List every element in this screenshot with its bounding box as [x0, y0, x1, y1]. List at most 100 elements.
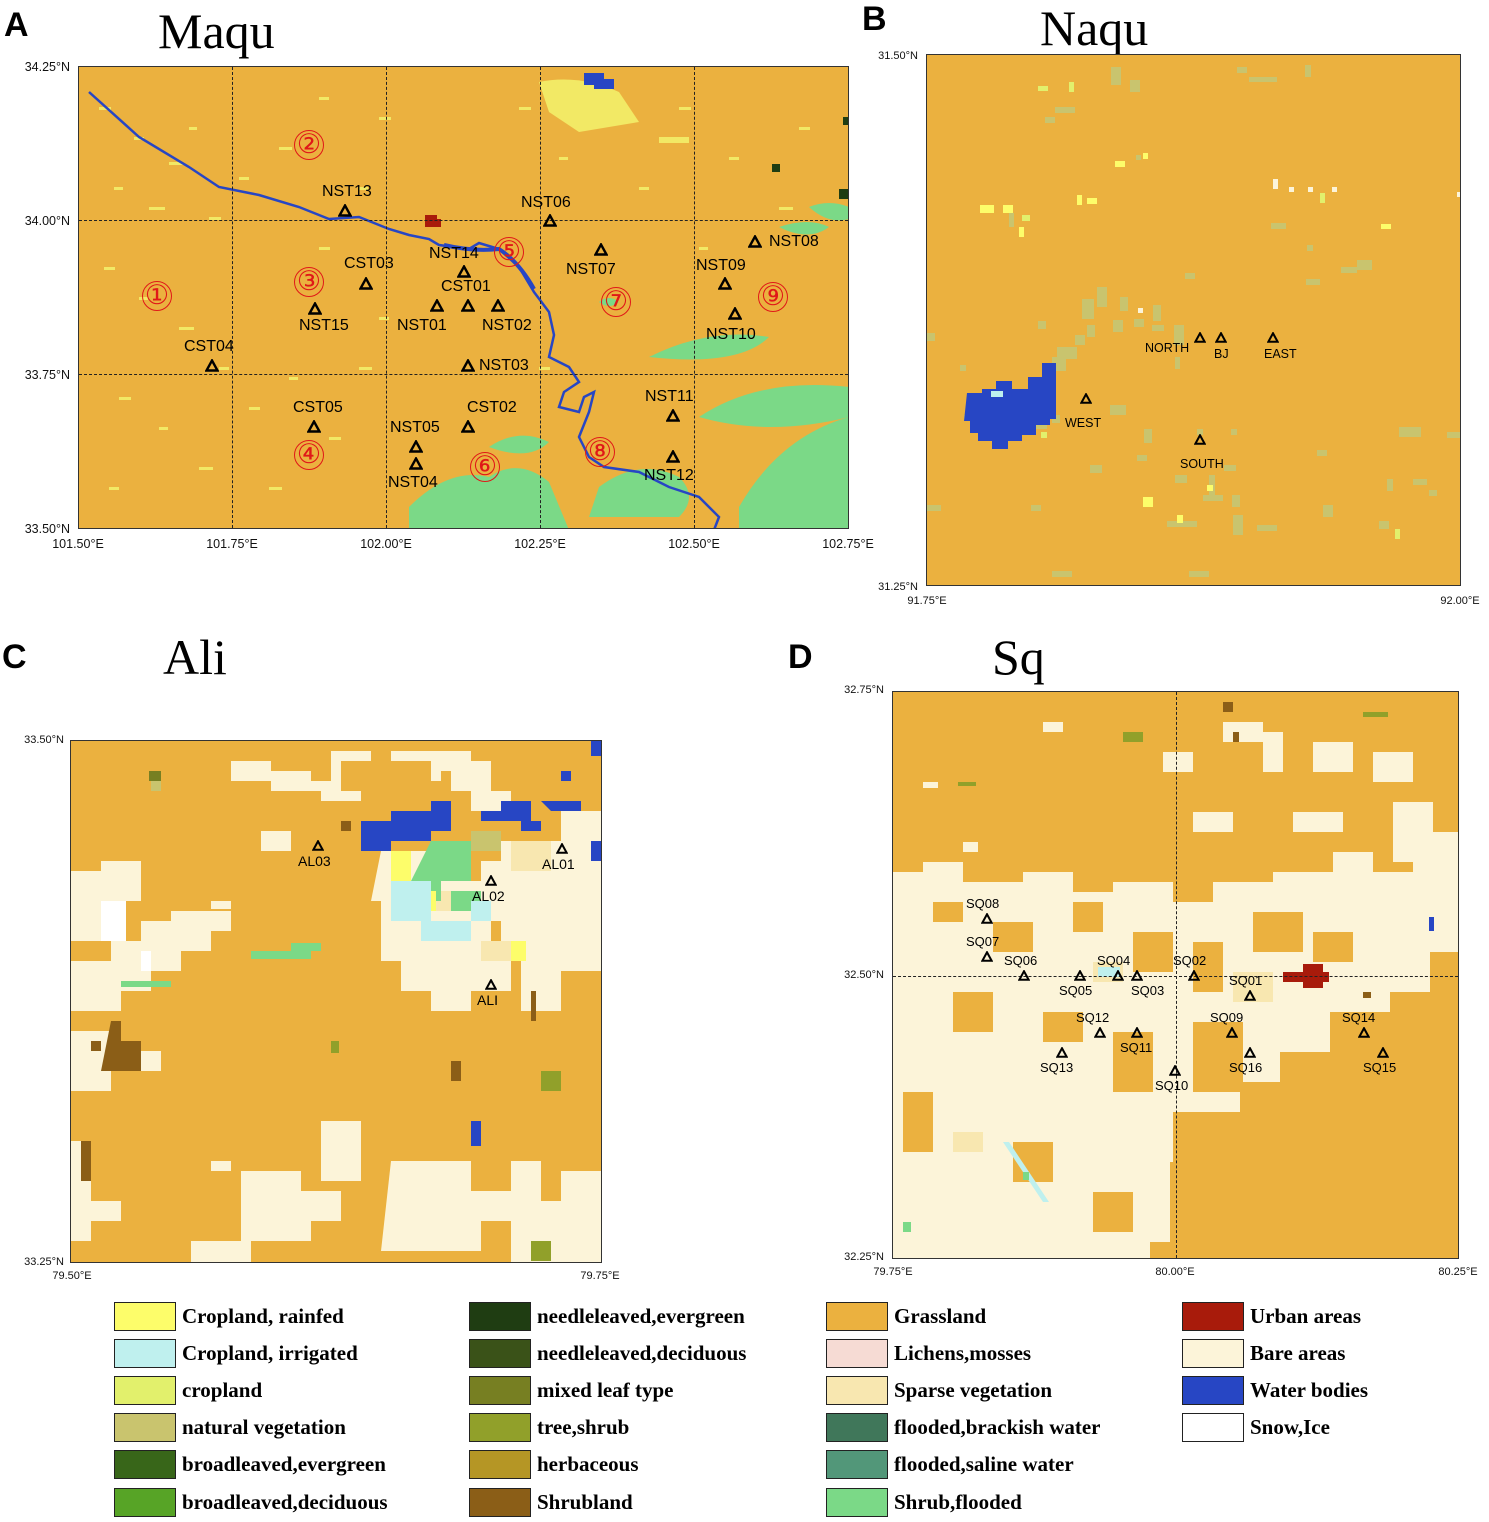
legend-item: herbaceous — [469, 1449, 639, 1479]
legend-label: flooded,brackish water — [894, 1414, 1101, 1439]
legend-label: Grassland — [894, 1303, 987, 1328]
triangle-marker-icon — [1215, 332, 1227, 343]
triangle-marker-icon — [461, 299, 475, 312]
legend-label: Bare areas — [1250, 1340, 1346, 1365]
maqu-lat-tick: 33.50°N — [24, 522, 70, 536]
maqu-lon-tick: 102.75°E — [822, 537, 874, 551]
station-label: CST03 — [344, 255, 394, 272]
triangle-marker-icon — [1194, 332, 1206, 343]
zone-7-marker: ⑦ — [601, 287, 631, 317]
station-label: EAST — [1264, 347, 1297, 361]
maqu-lat-tick: 33.75°N — [24, 368, 70, 382]
legend-item: Urban areas — [1182, 1301, 1361, 1331]
legend-item: Shrub,flooded — [826, 1487, 1022, 1517]
triangle-marker-icon — [205, 359, 219, 372]
station-label: NORTH — [1145, 341, 1190, 355]
legend-label: needleleaved,evergreen — [537, 1303, 745, 1328]
triangle-marker-icon — [666, 450, 680, 463]
station-label: SQ03 — [1131, 983, 1165, 998]
legend-swatch — [114, 1412, 176, 1442]
legend-item: Cropland, rainfed — [114, 1301, 344, 1331]
zone-2-marker: ② — [294, 130, 324, 160]
station-label: SQ15 — [1363, 1060, 1397, 1075]
legend-swatch — [826, 1487, 888, 1517]
triangle-marker-icon — [981, 951, 993, 962]
station-label: SQ09 — [1210, 1010, 1244, 1025]
legend-item: Cropland, irrigated — [114, 1338, 358, 1368]
station-label: BJ — [1214, 347, 1229, 361]
legend-label: Snow,Ice — [1250, 1414, 1330, 1439]
naqu-map[interactable] — [926, 54, 1461, 586]
legend-swatch — [469, 1487, 531, 1517]
zone-9-marker: ⑨ — [758, 282, 788, 312]
station-label: CST05 — [293, 399, 343, 416]
legend-label: mixed leaf type — [537, 1377, 674, 1402]
station-label: NST14 — [429, 245, 479, 262]
station-label: SQ06 — [1004, 953, 1038, 968]
legend-item: Bare areas — [1182, 1338, 1345, 1368]
ali-lon-tick: 79.75°E — [580, 1270, 620, 1282]
triangle-marker-icon — [491, 299, 505, 312]
triangle-marker-icon — [307, 420, 321, 433]
legend-label: tree,shrub — [537, 1414, 630, 1439]
legend-swatch — [826, 1338, 888, 1368]
station-label: NST05 — [390, 419, 440, 436]
legend-item: Sparse vegetation — [826, 1375, 1052, 1405]
station-label: NST11 — [645, 388, 694, 405]
station-label: SQ01 — [1229, 973, 1263, 988]
station-label: NST07 — [566, 261, 616, 278]
sq-map[interactable] — [892, 691, 1459, 1259]
panel-c-letter: C — [2, 638, 27, 676]
legend-label: Water bodies — [1250, 1377, 1369, 1402]
legend-item: cropland — [114, 1375, 262, 1405]
naqu-lat-tick: 31.50°N — [878, 50, 918, 62]
maqu-lon-tick: 102.00°E — [360, 537, 412, 551]
legend-swatch — [826, 1301, 888, 1331]
legend-item: flooded,saline water — [826, 1449, 1074, 1479]
maqu-map[interactable] — [78, 66, 849, 529]
station-label: SQ11 — [1120, 1040, 1153, 1055]
grid-line — [386, 67, 387, 528]
triangle-marker-icon — [728, 307, 742, 320]
panel-a-letter: A — [4, 6, 29, 44]
triangle-marker-icon — [666, 409, 680, 422]
ali-map[interactable] — [70, 740, 602, 1263]
triangle-marker-icon — [485, 875, 497, 886]
legend-label: needleleaved,deciduous — [537, 1340, 747, 1365]
zone-5-marker: ⑤ — [494, 237, 524, 267]
panel-b-title: Naqu — [1040, 0, 1149, 56]
station-label: SQ07 — [966, 934, 1000, 949]
zone-4-marker: ④ — [294, 440, 324, 470]
legend-swatch — [469, 1412, 531, 1442]
station-label: SQ04 — [1097, 953, 1131, 968]
triangle-marker-icon — [409, 440, 423, 453]
station-label: SOUTH — [1180, 457, 1224, 471]
legend-item: Snow,Ice — [1182, 1412, 1330, 1442]
naqu-lat-tick: 31.25°N — [878, 581, 918, 593]
triangle-marker-icon — [1377, 1047, 1389, 1058]
legend-item: mixed leaf type — [469, 1375, 673, 1405]
legend-label: Cropland, rainfed — [182, 1303, 344, 1328]
legend-item: needleleaved,evergreen — [469, 1301, 745, 1331]
triangle-marker-icon — [457, 265, 471, 278]
maqu-landcover — [88, 73, 848, 528]
legend-swatch — [114, 1375, 176, 1405]
zone-6-marker: ⑥ — [470, 452, 500, 482]
station-label: CST02 — [467, 399, 517, 416]
station-label: NST08 — [769, 233, 819, 250]
station-label: SQ10 — [1155, 1078, 1189, 1093]
legend-item: flooded,brackish water — [826, 1412, 1101, 1442]
sq-lat-tick: 32.50°N — [844, 969, 884, 981]
station-label: SQ16 — [1229, 1060, 1263, 1075]
triangle-marker-icon — [461, 359, 475, 372]
legend-item: Lichens,mosses — [826, 1338, 1031, 1368]
legend-label: Shrub,flooded — [894, 1489, 1022, 1514]
legend-swatch — [469, 1338, 531, 1368]
station-label: WEST — [1065, 416, 1102, 430]
legend-item: natural vegetation — [114, 1412, 346, 1442]
station-label: AL02 — [472, 888, 505, 904]
sq-lat-tick: 32.25°N — [844, 1251, 884, 1263]
station-label: AL01 — [542, 856, 575, 872]
triangle-marker-icon — [1267, 332, 1279, 343]
triangle-marker-icon — [543, 214, 557, 227]
